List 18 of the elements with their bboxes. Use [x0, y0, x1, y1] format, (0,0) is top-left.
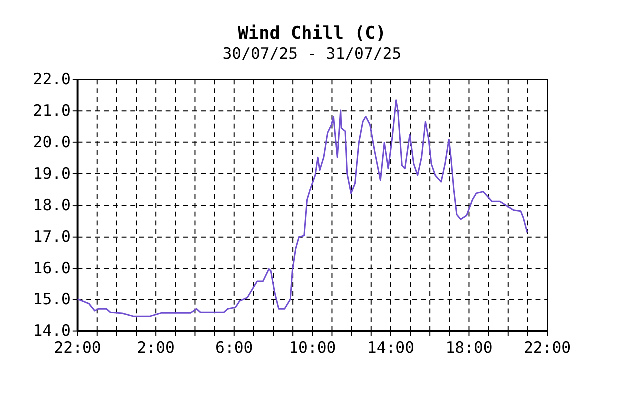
y-tick-label: 21.0 [33, 101, 71, 120]
chart-subtitle: 30/07/25 - 31/07/25 [222, 44, 402, 63]
x-tick-label: 6:00 [216, 338, 254, 357]
x-tick-label: 18:00 [446, 338, 493, 357]
y-tick-label: 16.0 [33, 258, 71, 278]
x-tick-label: 14:00 [367, 338, 414, 357]
y-tick-label: 22.0 [33, 70, 71, 89]
y-tick-label: 19.0 [33, 164, 71, 183]
y-tick-label: 18.0 [33, 195, 71, 214]
x-tick-label: 10:00 [289, 338, 336, 357]
x-tick-label: 22:00 [524, 338, 572, 357]
y-tick-label: 14.0 [33, 321, 71, 340]
y-tick-label: 20.0 [33, 132, 71, 152]
y-tick-label: 17.0 [33, 226, 71, 246]
chart-title: Wind Chill (C) [238, 24, 386, 44]
x-tick-label: 22:00 [54, 338, 102, 357]
y-tick-label: 15.0 [33, 290, 71, 309]
x-tick-label: 2:00 [137, 338, 175, 357]
